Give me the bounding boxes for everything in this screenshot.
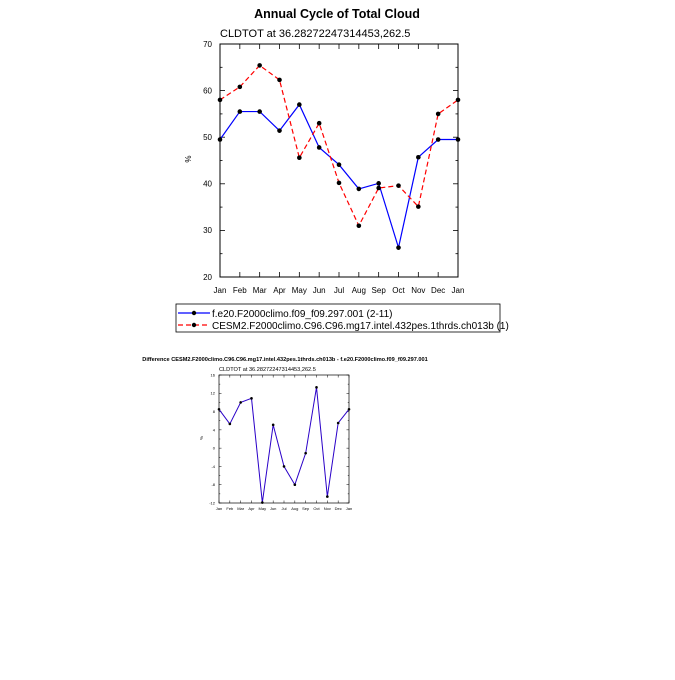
- difference-chart-data-point: [217, 407, 221, 411]
- main-chart-data-point: [257, 109, 262, 114]
- difference-chart-data-point: [347, 407, 351, 411]
- difference-chart-x-tick-label: Feb: [226, 506, 234, 511]
- difference-chart-x-tick-label: Jul: [281, 506, 286, 511]
- main-chart-data-point: [396, 183, 401, 188]
- main-chart-data-point: [217, 97, 223, 103]
- main-chart-data-point: [336, 180, 342, 186]
- difference-chart-y-tick-label: 4: [213, 427, 216, 432]
- main-chart-y-tick-label: 60: [203, 86, 212, 95]
- main-chart-data-point: [455, 137, 461, 142]
- main-chart-data-point: [316, 145, 322, 150]
- main-chart-data-point: [277, 77, 282, 83]
- difference-chart-data-point: [282, 465, 286, 468]
- difference-chart-title: Difference CESM2.F2000climo.C96.C96.mg17…: [142, 357, 427, 363]
- difference-chart-data-point: [336, 421, 340, 425]
- main-chart-data-point: [455, 97, 461, 103]
- main-chart-x-tick-label: Mar: [253, 286, 267, 295]
- main-chart-title: Annual Cycle of Total Cloud: [254, 7, 420, 21]
- main-chart-data-point: [356, 223, 362, 229]
- main-chart-data-point: [217, 137, 223, 142]
- main-chart-data-point: [297, 102, 302, 107]
- main-chart-data-point: [237, 109, 243, 114]
- main-chart-data-point: [416, 154, 421, 160]
- main-chart-x-tick-label: Jan: [214, 286, 227, 295]
- main-chart-data-point: [237, 84, 243, 90]
- difference-chart-y-tick-label: -12: [209, 500, 216, 505]
- main-chart-x-tick-label: Feb: [233, 286, 247, 295]
- difference-chart-x-tick-label: Jan: [346, 506, 352, 511]
- difference-chart-x-tick-label: Oct: [313, 506, 320, 511]
- difference-chart-data-point: [228, 422, 232, 426]
- main-chart-data-point: [336, 162, 342, 167]
- main-chart-series: [217, 63, 461, 250]
- main-chart-data-point: [356, 186, 362, 192]
- main-chart-x-tick-label: Oct: [392, 286, 405, 295]
- main-chart-data-point: [376, 181, 381, 186]
- difference-chart-y-tick-label: 0: [213, 446, 216, 451]
- difference-chart-series: [217, 386, 351, 504]
- legend-label-series-1: f.e20.F2000climo.f09_f09.297.001 (2-11): [212, 309, 393, 320]
- difference-chart-data-point: [250, 397, 253, 400]
- main-chart-data-point: [376, 185, 381, 191]
- difference-chart-y-tick-label: -4: [211, 464, 215, 469]
- difference-chart-subtitle: CLDTOT at 36.28272247314453,262.5: [219, 367, 316, 373]
- main-chart-x-tick-label: Sep: [372, 286, 387, 295]
- difference-chart-x-tick-label: Jun: [270, 506, 276, 511]
- main-chart-data-point: [277, 128, 282, 133]
- main-chart-y-tick-label: 40: [203, 180, 212, 189]
- main-chart-data-point: [396, 245, 401, 250]
- difference-chart-data-point: [304, 451, 307, 455]
- main-chart-x-tick-label: Nov: [411, 286, 425, 295]
- difference-chart-x-tick-label: Mar: [237, 506, 245, 511]
- difference-chart: Difference CESM2.F2000climo.C96.C96.mg17…: [142, 357, 427, 511]
- difference-chart-y-tick-label: 8: [213, 409, 216, 414]
- difference-chart-x-tick-label: May: [259, 506, 267, 511]
- difference-chart-x-tick-label: Nov: [324, 506, 331, 511]
- main-chart-x-tick-label: Apr: [273, 286, 286, 295]
- difference-chart-y-tick-label: 12: [211, 391, 216, 396]
- difference-chart-x-tick-label: Sep: [302, 506, 310, 511]
- legend: f.e20.F2000climo.f09_f09.297.001 (2-11) …: [175, 303, 509, 333]
- difference-chart-data-point: [239, 401, 242, 404]
- difference-chart-data-point: [326, 495, 329, 498]
- difference-chart-data-point: [261, 501, 264, 504]
- main-chart-x-tick-label: Jun: [313, 286, 326, 295]
- main-chart-x-tick-label: Jan: [452, 286, 465, 295]
- difference-chart-x-tick-label: Aug: [291, 506, 298, 511]
- main-chart-y-tick-label: 20: [203, 273, 212, 282]
- legend-marker-series-2: [191, 322, 197, 328]
- difference-chart-y-tick-label: 16: [211, 372, 216, 377]
- main-chart-data-point: [297, 155, 302, 161]
- main-chart-y-tick-label: 50: [203, 133, 212, 142]
- legend-label-series-2: CESM2.F2000climo.C96.C96.mg17.intel.432p…: [212, 321, 509, 332]
- main-chart-x-tick-label: Dec: [431, 286, 445, 295]
- main-chart-data-point: [435, 111, 441, 117]
- main-chart-y-tick-label: 30: [203, 226, 212, 235]
- difference-chart-data-point: [293, 483, 297, 487]
- difference-chart-x-tick-label: Jan: [216, 506, 222, 511]
- difference-chart-y-tick-label: -8: [211, 482, 215, 487]
- difference-chart-x-tick-label: Dec: [335, 506, 342, 511]
- main-chart-data-point: [416, 204, 421, 209]
- main-chart-subtitle: CLDTOT at 36.28272247314453,262.5: [220, 28, 410, 40]
- main-chart-data-point: [257, 63, 262, 68]
- difference-chart-x-tick-label: Apr: [248, 506, 255, 511]
- main-chart-y-axis-label: %: [184, 155, 193, 162]
- difference-chart-data-point: [315, 386, 318, 389]
- main-chart-x-tick-label: Aug: [352, 286, 366, 295]
- main-chart: Annual Cycle of Total Cloud CLDTOT at 36…: [175, 7, 509, 333]
- main-chart-data-point: [316, 120, 322, 126]
- main-chart-x-tick-label: Jul: [334, 286, 344, 295]
- difference-chart-data-point: [271, 423, 275, 427]
- main-chart-x-tick-label: May: [292, 286, 307, 295]
- main-chart-data-point: [435, 137, 441, 142]
- legend-marker-series-1: [191, 310, 197, 316]
- legend-frame: [175, 303, 501, 333]
- difference-chart-y-axis-label: %: [199, 436, 204, 440]
- main-chart-y-tick-label: 70: [203, 40, 212, 49]
- main-chart-ticks: Jan Feb Mar Apr May Jun Jul Aug Sep Oct Nov Dec Jan2…: [203, 40, 464, 295]
